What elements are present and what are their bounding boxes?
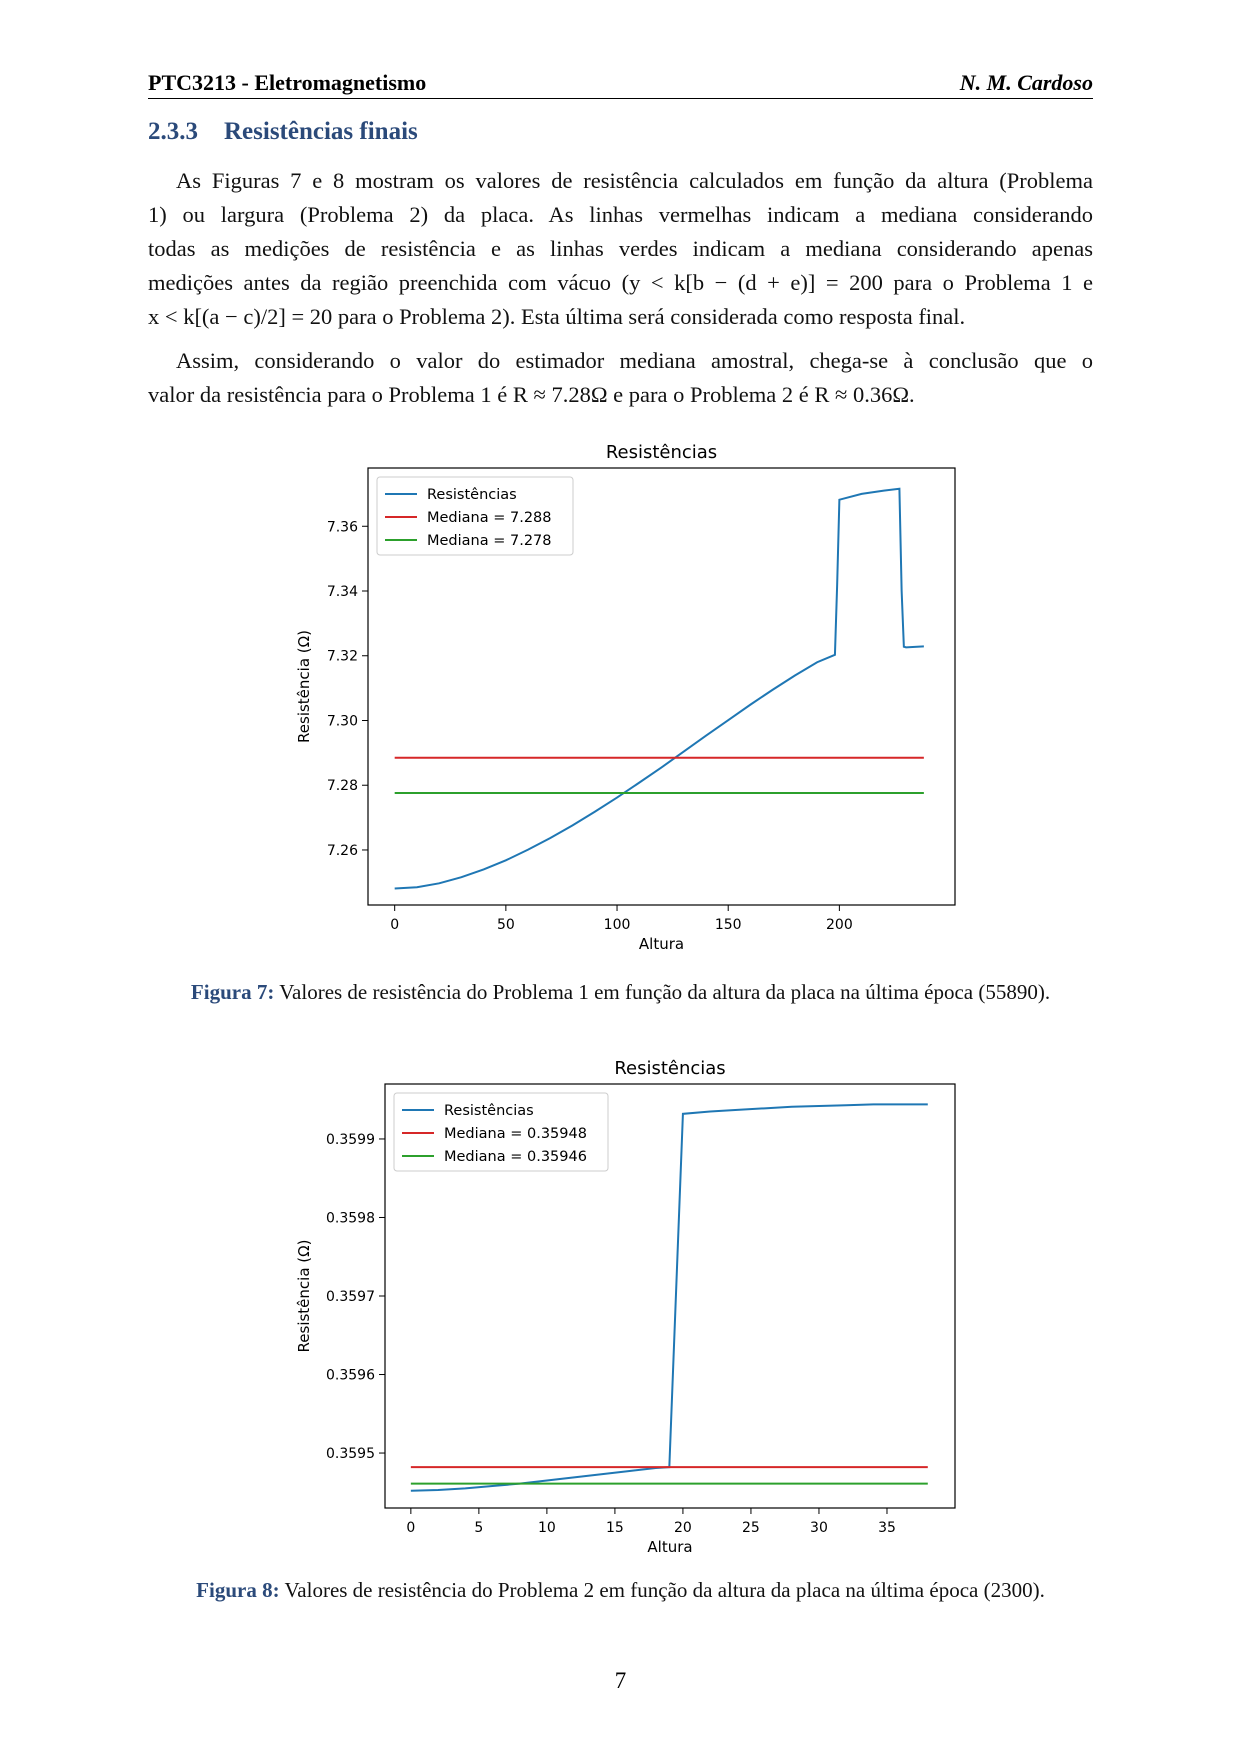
y-tick-label: 7.34: [327, 584, 358, 600]
paragraph-line: 1) ou largura (Problema 2) da placa. As …: [148, 202, 1093, 227]
chart-title: Resistências: [606, 442, 717, 463]
legend-entry: Mediana = 7.288: [427, 510, 552, 526]
y-tick-label: 0.3597: [326, 1289, 375, 1305]
paragraph-line: todas as medições de resistência e as li…: [148, 236, 1093, 261]
legend-entry: Resistências: [427, 487, 517, 503]
x-axis-label: Altura: [639, 935, 684, 952]
x-tick-label: 0: [390, 917, 399, 933]
figure-7-chart: Resistências 0 50 100 150 200 7.26 7.28 7.30 7.32…: [295, 442, 956, 952]
chart-title: Resistências: [614, 1058, 725, 1079]
x-axis-label: Altura: [647, 1538, 692, 1556]
legend-box: [393, 1092, 609, 1172]
running-header: PTC3213 - Eletromagnetismo N. M. Cardoso: [148, 68, 1093, 99]
y-axis-label: Resistência (Ω): [295, 1240, 313, 1353]
author-name: N. M. Cardoso: [959, 70, 1093, 95]
x-tick-label: 0: [406, 1520, 415, 1536]
figure-8-label: Figura 8:: [196, 1578, 280, 1602]
paragraph-line: medições antes da região preenchida com …: [148, 270, 1093, 295]
x-tick-label: 10: [538, 1520, 556, 1536]
page-number: 7: [614, 1668, 627, 1693]
y-tick-label: 7.32: [327, 649, 358, 665]
section-title: Resistências finais: [224, 118, 418, 145]
section-heading: 2.3.3 Resistências finais: [148, 118, 418, 146]
y-tick-label: 0.3598: [326, 1210, 375, 1226]
figure-8-chart: Resistências 0 5 10 15 20 25 30 35 0.3595 0.3596 0.…: [295, 1058, 956, 1556]
x-tick-label: 100: [604, 917, 631, 933]
figure-8-caption: Figura 8: Valores de resistência do Prob…: [148, 1578, 1093, 1603]
figure-7-label: Figura 7:: [190, 980, 275, 1004]
y-tick-label: 7.26: [327, 843, 358, 859]
y-tick-label: 0.3596: [326, 1368, 375, 1384]
legend-entry: Mediana = 0.35946: [444, 1149, 587, 1165]
x-tick-label: 150: [715, 917, 742, 933]
figure-7-caption-text: Valores de resistência do Problema 1 em …: [279, 980, 1051, 1004]
figure-7-caption: Figura 7: Valores de resistência do Prob…: [148, 980, 1093, 1005]
x-tick-label: 35: [878, 1520, 896, 1536]
paragraph-line: Assim, considerando o valor do estimador…: [176, 348, 1093, 373]
y-tick-label: 0.3595: [326, 1446, 375, 1462]
legend-box: [376, 476, 574, 556]
y-tick-label: 0.3599: [326, 1132, 375, 1148]
x-tick-label: 30: [810, 1520, 828, 1536]
y-axis-label: Resistência (Ω): [295, 630, 313, 743]
paragraph-line: x < k[(a − c)/2] = 20 para o Problema 2)…: [148, 304, 966, 329]
section-number: 2.3.3: [148, 118, 198, 145]
x-tick-label: 25: [742, 1520, 760, 1536]
plot-frame: [367, 467, 956, 906]
x-tick-label: 15: [606, 1520, 624, 1536]
series-line-1: [394, 487, 924, 890]
legend-entry: Resistências: [444, 1103, 534, 1119]
x-tick-label: 20: [674, 1520, 692, 1536]
paragraph-2: Assim, considerando o valor do estimador…: [148, 344, 1093, 412]
y-tick-label: 7.28: [327, 778, 358, 794]
paragraph-1: As Figuras 7 e 8 mostram os valores de r…: [148, 164, 1093, 334]
paragraph-line: As Figuras 7 e 8 mostram os valores de r…: [176, 168, 1093, 193]
legend-entry: Mediana = 7.278: [427, 533, 552, 549]
x-tick-label: 50: [497, 917, 515, 933]
y-tick-label: 7.30: [327, 713, 358, 729]
x-tick-label: 5: [474, 1520, 483, 1536]
course-title: PTC3213 - Eletromagnetismo: [148, 70, 427, 95]
paragraph-line: valor da resistência para o Problema 1 é…: [148, 382, 915, 407]
x-tick-label: 200: [826, 917, 853, 933]
figure-8-caption-text: Valores de resistência do Problema 2 em …: [284, 1578, 1045, 1602]
legend-entry: Mediana = 0.35948: [444, 1126, 587, 1142]
y-tick-label: 7.36: [327, 519, 358, 535]
